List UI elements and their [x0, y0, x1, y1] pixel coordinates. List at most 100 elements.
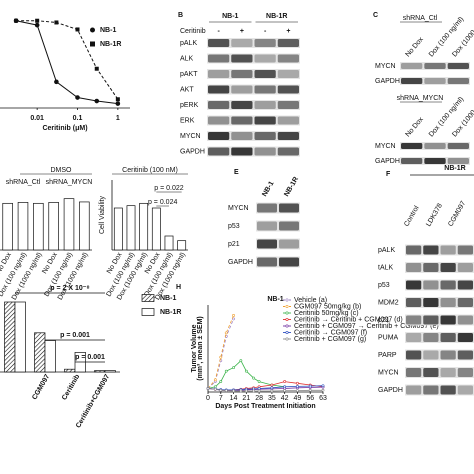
y-axis-label: Tumor Volume	[191, 324, 198, 372]
data-point	[257, 387, 261, 390]
lane-label: +	[286, 28, 290, 35]
column-label: NB-1R	[266, 13, 287, 20]
blot-strip	[405, 332, 474, 343]
bar	[33, 202, 44, 251]
legend-label: Ceritinib + CGM097 (g)	[294, 336, 366, 343]
blot-band	[440, 385, 456, 395]
row-label: ALK	[180, 55, 194, 62]
series-line	[16, 20, 119, 100]
row-label: MYCN	[228, 205, 249, 212]
column-label: NB-1	[222, 13, 238, 20]
series-line	[207, 315, 234, 389]
blot-strip	[207, 100, 300, 110]
data-point	[308, 388, 312, 392]
bar	[14, 301, 26, 373]
legend-marker	[285, 317, 289, 321]
blot-band	[277, 116, 299, 125]
data-point	[244, 369, 248, 373]
blot-band	[447, 158, 469, 164]
row-label: pERK	[180, 102, 199, 109]
blot-strip	[400, 142, 470, 150]
blot-strip	[405, 279, 474, 291]
blot-band	[440, 298, 456, 307]
y-axis-label: Cell Viability	[99, 196, 106, 234]
bar	[164, 235, 174, 251]
data-point	[14, 18, 19, 23]
blot-title: NB-1R	[444, 165, 465, 172]
blot-band	[254, 85, 276, 94]
group-label: shRNA_Ctl	[6, 179, 41, 186]
blot-band	[279, 239, 299, 249]
blot-band	[254, 39, 276, 47]
lane-label: +	[240, 28, 244, 35]
data-point	[270, 389, 274, 393]
x-tick-label: 28	[255, 395, 263, 402]
legend-marker	[285, 324, 289, 328]
blot-band	[231, 54, 253, 63]
blot-band	[208, 39, 230, 47]
blot-band	[254, 132, 276, 140]
x-tick-label: 0.01	[30, 115, 44, 122]
blot-band	[279, 257, 299, 267]
row-label: GAPDH	[375, 78, 400, 85]
data-point	[206, 387, 210, 390]
data-point	[308, 384, 312, 388]
blot-band	[208, 85, 230, 94]
data-point	[94, 98, 100, 104]
x-tick-label: Ceritinib	[61, 373, 81, 401]
blot-strip	[405, 367, 474, 378]
x-tick-label: 56	[306, 395, 314, 402]
blot-band	[231, 147, 253, 156]
data-point	[239, 389, 243, 393]
row-label: p21	[228, 241, 240, 248]
blot-strip	[405, 314, 474, 326]
blot-band	[254, 70, 276, 78]
lane-label: Control	[403, 204, 421, 227]
blot-band	[254, 116, 276, 125]
data-point	[283, 380, 287, 383]
row-label: MYCN	[375, 143, 396, 150]
blot-band	[257, 257, 277, 267]
row-label: p53	[228, 223, 240, 230]
x-tick-label: 14	[230, 395, 238, 402]
blot-band	[423, 298, 439, 307]
row-label: AKT	[180, 86, 194, 93]
lane-label: -	[264, 28, 267, 35]
panel-label: C	[373, 12, 378, 19]
lane-label: CGM097	[447, 200, 467, 228]
blot-band	[231, 101, 253, 109]
bar	[113, 207, 123, 251]
data-point	[232, 389, 235, 393]
blot-band	[208, 116, 230, 125]
x-axis-label: Days Post Treatment Initiation	[215, 403, 315, 410]
row-label: pALK	[378, 247, 395, 254]
blot-band	[208, 70, 230, 78]
blot-strip	[207, 131, 300, 141]
blot-band	[440, 245, 456, 255]
blot-band	[447, 63, 469, 69]
bar	[104, 370, 116, 373]
row-label: GAPDH	[180, 148, 205, 155]
blot-band	[457, 298, 473, 307]
legend-marker	[285, 337, 289, 341]
blot-strip	[256, 202, 300, 214]
blot-band	[406, 263, 422, 272]
legend-label: Vehicle (a)	[294, 297, 327, 304]
blot-band	[440, 350, 456, 360]
chart-title: NB-1	[267, 296, 283, 303]
treatment-label: Ceritinib	[180, 28, 206, 35]
panel-label: E	[234, 169, 239, 176]
row-label: p21	[378, 317, 390, 324]
blot-band	[254, 54, 276, 63]
data-point	[270, 383, 274, 387]
series-line	[15, 20, 118, 105]
legend-label: NB-1	[160, 295, 176, 302]
data-point	[213, 387, 217, 391]
row-label: tALK	[378, 264, 394, 271]
significance-label: p = 0.001	[60, 332, 90, 339]
row-label: MYCN	[180, 133, 201, 140]
blot-band	[277, 132, 299, 140]
data-point	[252, 376, 256, 380]
x-tick-label: 21	[242, 395, 250, 402]
y-axis-units: (mm³, mean ± SEM)	[197, 316, 204, 381]
